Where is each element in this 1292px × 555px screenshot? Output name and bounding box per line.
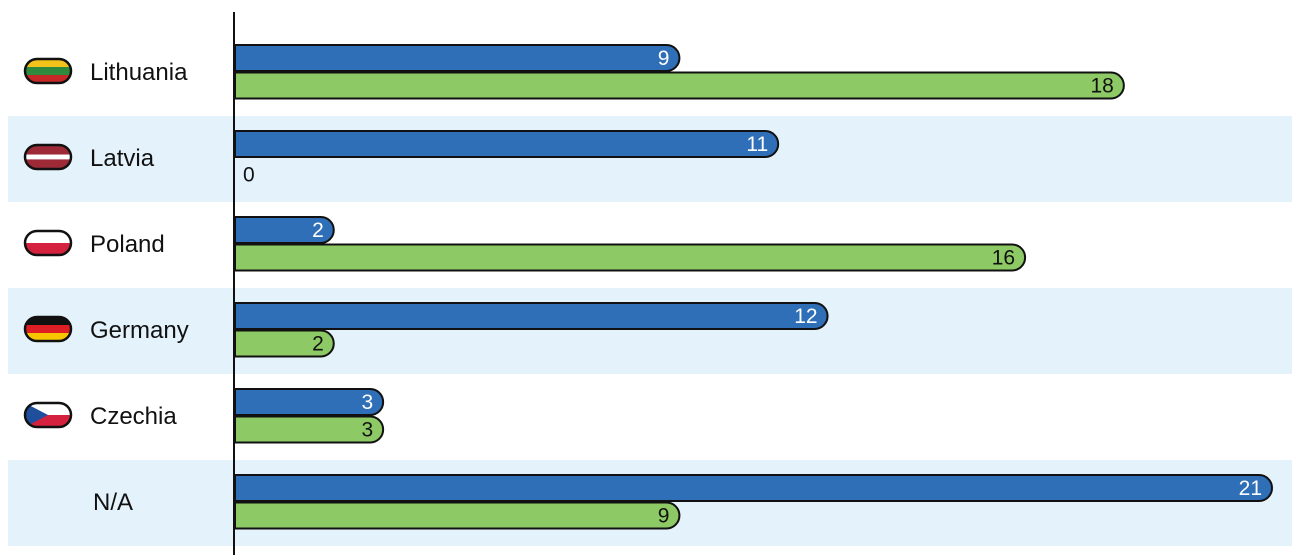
bar (234, 415, 385, 444)
row-band (8, 116, 1292, 202)
flag-poland-icon (23, 229, 73, 257)
bar (234, 130, 780, 158)
category-label: Germany (90, 317, 189, 344)
data-label: 11 (746, 133, 768, 156)
data-label: 9 (658, 505, 670, 528)
bar (234, 302, 829, 330)
category-label: N/A (93, 489, 133, 516)
bar (234, 44, 681, 72)
bar (234, 216, 335, 244)
data-label: 16 (992, 247, 1015, 270)
bar (234, 474, 1273, 502)
category-label: Czechia (90, 403, 177, 430)
bar (234, 329, 335, 358)
flag-latvia-icon (23, 143, 73, 171)
bar (234, 243, 1027, 272)
flag-lithuania-icon (23, 57, 73, 85)
bar (234, 501, 681, 530)
flag-czechia-icon (23, 401, 73, 429)
bar (234, 71, 1125, 100)
data-label: 2 (312, 219, 324, 242)
bar (234, 388, 385, 416)
data-label: 3 (361, 391, 373, 414)
data-label: 9 (658, 47, 670, 70)
category-label: Latvia (90, 145, 155, 172)
data-label: 18 (1090, 75, 1113, 98)
data-label: 2 (312, 333, 324, 356)
category-label: Poland (90, 231, 165, 258)
category-label: Lithuania (90, 59, 188, 86)
category-labels: Lithuania Latvia Poland Germany Czechia N/A (23, 57, 189, 516)
data-label: 3 (361, 419, 373, 442)
data-label: 0 (243, 164, 255, 187)
flag-germany-icon (23, 315, 73, 343)
data-label: 21 (1239, 477, 1262, 500)
row-band (8, 288, 1292, 374)
data-label: 12 (794, 305, 817, 328)
